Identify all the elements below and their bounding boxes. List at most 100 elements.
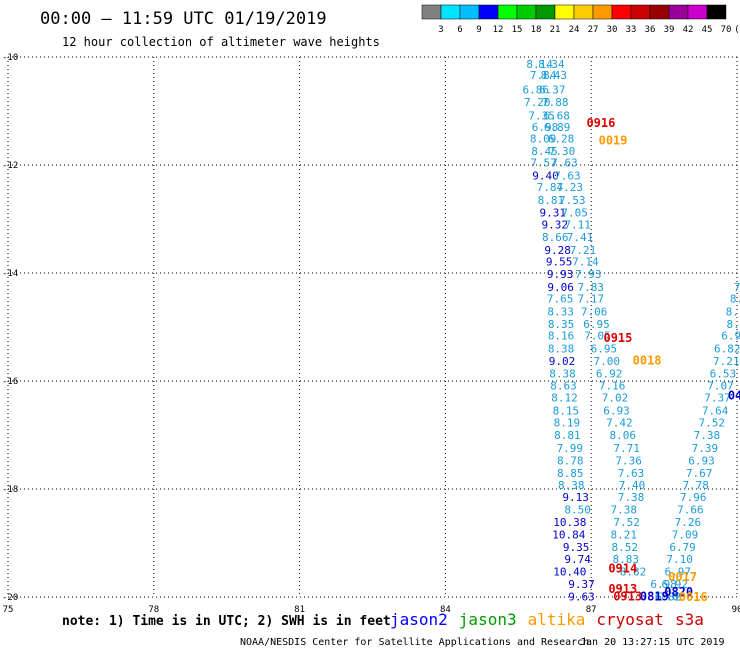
wave-height-label: 7.78 [682, 479, 709, 492]
footer: note: 1) Time is in UTC; 2) SWH is in fe… [62, 610, 725, 648]
colorbar-swatch [516, 4, 537, 20]
wave-height-label: 6.89 [544, 121, 571, 134]
wave-height-label: 7.06 [581, 305, 608, 318]
wave-height-label: 8.19 [554, 417, 581, 430]
wave-height-label: 10.40 [553, 566, 586, 579]
wave-height-label: 6.98 [650, 578, 677, 591]
footer-note: note: 1) Time is in UTC; 2) SWH is in fe… [62, 614, 391, 629]
y-tick-label: -20 [2, 593, 18, 603]
pass-label: 0913 [613, 589, 642, 603]
colorbar-label: 70 [721, 25, 732, 35]
wave-height-label: 7.17 [577, 292, 604, 305]
wave-height-label: 6.92 [662, 578, 689, 591]
colorbar-label: 30 [607, 25, 618, 35]
colorbar-label: 9 [476, 25, 481, 35]
colorbar-swatch [630, 4, 651, 20]
wave-height-label: 7.53 [559, 194, 586, 207]
wave-height-label: 8.14 [526, 58, 553, 71]
colorbar-label: 27 [588, 25, 599, 35]
wave-height-label: 8.85 [557, 467, 584, 480]
wave-height-label: 8. [726, 318, 739, 331]
wave-height-label: 8.81 [538, 194, 565, 207]
wave-height-label: 8.78 [557, 454, 584, 467]
pass-label: 0819 [640, 589, 669, 603]
colorbar-swatch [592, 4, 613, 20]
wave-height-label: 6.53 [710, 367, 737, 380]
colorbar-swatch [497, 4, 518, 20]
wave-height-label: 7.67 [686, 467, 713, 480]
wave-height-label: 7 [734, 281, 740, 294]
wave-height-label: 7.42 [606, 417, 633, 430]
colorbar-label: 39 [664, 25, 675, 35]
wave-height-label: 7.88 [542, 96, 569, 109]
wave-height-label: 7.38 [618, 491, 645, 504]
colorbar-swatch [573, 4, 594, 20]
wave-height-label: 7.05 [561, 207, 588, 220]
wave-height-label: 7.26 [675, 516, 702, 529]
series-track-west: 8.147.846.867.207.356.988.098.457.579.40… [523, 58, 595, 603]
wave-height-label: 7.03 [659, 590, 686, 603]
wave-height-label: 7.36 [615, 454, 642, 467]
wave-height-label: 7.64 [702, 405, 729, 418]
wave-height-label: 8.21 [611, 528, 638, 541]
wave-height-label: 8.82 [620, 566, 647, 579]
wave-height-label: 8.15 [553, 405, 580, 418]
wave-height-label: 7.09 [672, 528, 699, 541]
wave-height-label: 9.06 [547, 281, 574, 294]
wave-height-label: 7.63 [618, 467, 645, 480]
wave-height-label: 6.79 [669, 541, 696, 554]
wave-height-label: 8.38 [558, 479, 585, 492]
wave-height-label: 8.06 [610, 429, 637, 442]
wave-height-label: 9.40 [532, 169, 559, 182]
wave-height-label: 8.50 [564, 504, 591, 517]
wave-height-label: 8.83 [612, 553, 639, 566]
plot-area: 75 78 81 84 87 90-10-12-14-16-18-208.147.846.… [2, 53, 740, 615]
y-tick-label: -18 [2, 485, 18, 495]
legend-altika: altika [528, 610, 586, 629]
wave-height-label: 8.81 [554, 429, 581, 442]
wave-height-label: 6.82 [714, 343, 740, 356]
wave-height-label: 7.57 [530, 156, 557, 169]
y-tick-label: -14 [2, 269, 18, 279]
colorbar-label: 45 [702, 25, 713, 35]
colorbar-swatch [668, 4, 689, 20]
colorbar-swatch [535, 4, 556, 20]
x-tick-label: 87 [586, 605, 597, 615]
wave-height-label: 7.84 [530, 69, 557, 82]
wave-height-label: 7.39 [692, 442, 719, 455]
pass-label: 0019 [599, 134, 628, 148]
pass-label: 0916 [586, 116, 615, 130]
colorbar-swatch [611, 4, 632, 20]
wave-height-label: 7.30 [549, 145, 576, 158]
colorbar-swatch [554, 4, 575, 20]
x-tick-label: 84 [440, 605, 451, 615]
wave-height-label: 8.52 [611, 541, 638, 554]
pass-label: 0820 [664, 585, 693, 599]
wave-height-label: 6.93 [688, 454, 715, 467]
wave-height-label: 7.40 [619, 479, 646, 492]
wave-height-label: 7.21 [713, 355, 740, 368]
colorbar-swatch [478, 4, 499, 20]
legend-s3a: s3a [675, 610, 704, 629]
pass-label: 04 [728, 389, 740, 403]
pass-label: 0018 [633, 353, 662, 367]
wave-height-label: 7.11 [564, 218, 591, 231]
wave-height-label: 6.95 [583, 318, 610, 331]
colorbar-label: 6 [457, 25, 462, 35]
wave-height-label: 7.63 [554, 169, 581, 182]
wave-height-label: 7.52 [698, 417, 725, 430]
wave-height-label: 9.55 [546, 256, 573, 269]
wave-height-label: 9.02 [549, 355, 576, 368]
wave-height-label: 9.31 [540, 207, 567, 220]
wave-height-label: 6.86 [523, 83, 550, 96]
wave-height-label: 10.84 [552, 528, 585, 541]
wave-height-label: 8.45 [531, 145, 558, 158]
wave-height-label: 8.34 [538, 58, 565, 71]
wave-height-label: 7.37 [704, 392, 731, 405]
wave-height-label: 8.66 [542, 231, 569, 244]
wave-height-label: 9.63 [568, 590, 595, 603]
wave-height-label: 6.68 [543, 109, 570, 122]
colorbar-swatch [649, 4, 670, 20]
wave-height-label: 6.82 [655, 590, 682, 603]
